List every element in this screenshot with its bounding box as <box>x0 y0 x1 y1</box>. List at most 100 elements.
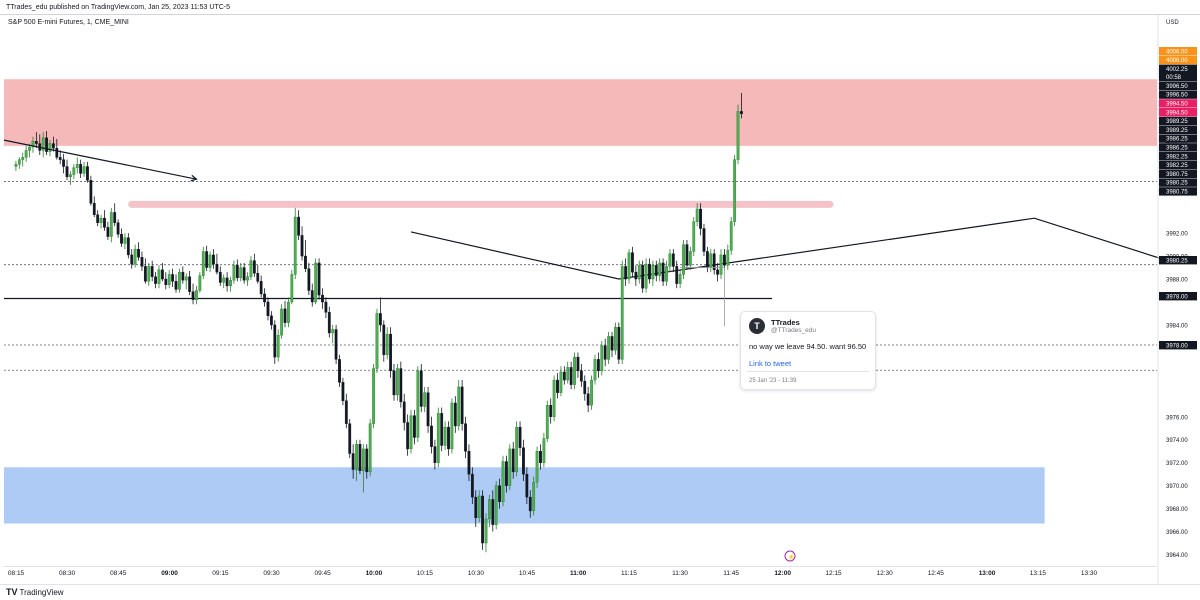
candle-body <box>729 221 733 251</box>
candle-body <box>726 250 730 266</box>
candle-body <box>491 499 495 525</box>
candle-body <box>65 166 69 178</box>
demand-zone <box>4 467 1045 524</box>
x-tick-label: 10:30 <box>468 570 485 577</box>
candle-body <box>402 401 406 423</box>
candle-body <box>239 267 243 279</box>
candle-body <box>436 413 440 463</box>
candle-body <box>419 370 423 407</box>
candle-body <box>665 266 668 282</box>
candle-body <box>467 451 471 475</box>
candle-body <box>24 150 28 158</box>
candle-body <box>86 166 89 181</box>
candle-body <box>709 253 713 268</box>
price-label: 3989.25 <box>1166 128 1188 134</box>
candle-body <box>699 208 702 229</box>
candle-body <box>290 274 294 303</box>
candle-body <box>474 496 478 518</box>
x-tick-label: 09:00 <box>161 570 178 577</box>
candle-body <box>249 260 253 277</box>
candle-body <box>590 379 593 406</box>
candle-body <box>17 159 21 165</box>
candle-body <box>426 392 430 427</box>
price-label-bg <box>1159 143 1197 152</box>
tweet-embed[interactable]: T TTrades @TTrades_edu no way we leave 9… <box>740 311 876 390</box>
candle-body <box>406 422 410 450</box>
candle-body <box>375 313 379 369</box>
candle-body <box>443 426 447 446</box>
price-label-bg <box>1159 152 1197 161</box>
candle-body <box>549 405 553 417</box>
candle-body <box>140 257 144 267</box>
candle-body <box>307 268 311 291</box>
x-tick-label: 12:30 <box>877 570 894 577</box>
candle-body <box>712 253 716 271</box>
x-tick-label: 12:15 <box>825 570 842 577</box>
candle-body <box>218 271 222 283</box>
x-tick-label: 10:15 <box>417 570 434 577</box>
price-label: 3980.75 <box>1166 190 1188 196</box>
flash-icon-glyph: ⚡ <box>788 553 795 561</box>
candle-body <box>215 263 219 273</box>
link-to-tweet[interactable]: Link to tweet <box>749 359 792 368</box>
candle-body <box>252 260 256 274</box>
candle-body <box>79 164 83 174</box>
price-label: 3978.00 <box>1166 343 1188 349</box>
candle-body <box>740 111 743 114</box>
price-label: 3986.25 <box>1166 146 1188 152</box>
candle-body <box>321 294 324 303</box>
candle-body <box>222 277 226 283</box>
candle-body <box>453 402 457 427</box>
price-label: 3980.75 <box>1166 172 1188 178</box>
tweet-author-handle: @TTrades_edu <box>771 327 817 334</box>
candle-body <box>573 356 576 385</box>
candle-body <box>123 237 127 244</box>
candle-body <box>385 333 389 355</box>
candle-body <box>72 167 76 175</box>
candle-body <box>92 203 96 215</box>
candle-body <box>736 111 740 160</box>
candle-body <box>205 251 209 268</box>
supply-zone <box>4 79 1157 146</box>
candle-body <box>430 425 433 447</box>
candle-body <box>423 392 427 407</box>
candle-body <box>481 495 484 544</box>
tradingview-logo[interactable]: TV TradingView <box>6 587 64 597</box>
candle-body <box>695 208 699 222</box>
candle-body <box>624 266 628 280</box>
candle-body <box>113 212 117 223</box>
candle-body <box>522 447 525 475</box>
x-tick-label: 11:15 <box>621 570 637 577</box>
candle-body <box>545 405 549 439</box>
candle-body <box>160 269 164 280</box>
candle-body <box>143 266 147 282</box>
x-tick-label: 12:45 <box>928 570 945 577</box>
price-label-bg <box>1159 99 1197 108</box>
candle-body <box>409 415 413 450</box>
candle-body <box>372 368 375 424</box>
published-by: TTrades_edu published on TradingView.com… <box>6 4 231 11</box>
candle-body <box>147 266 151 282</box>
candle-body <box>283 308 287 323</box>
candle-body <box>89 180 93 204</box>
candle-body <box>154 276 157 284</box>
y-tick-label: 3964.00 <box>1166 553 1188 559</box>
candle-body <box>641 265 645 289</box>
candle-body <box>75 164 79 168</box>
price-label: 4006.00 <box>1166 58 1188 64</box>
candle-body <box>651 265 655 280</box>
x-tick-label: 08:45 <box>110 570 127 577</box>
candle-body <box>675 266 679 284</box>
currency-label: USD <box>1166 20 1179 26</box>
price-label: 3978.00 <box>1166 294 1188 300</box>
candle-body <box>164 278 168 285</box>
candle-body <box>304 255 307 269</box>
candle-body <box>705 251 709 268</box>
candle-body <box>685 244 689 266</box>
price-label: 4002.25 <box>1166 67 1188 73</box>
candle-body <box>14 164 18 167</box>
candle-body <box>494 485 498 525</box>
candle-body <box>487 499 491 520</box>
candle-body <box>671 253 675 267</box>
